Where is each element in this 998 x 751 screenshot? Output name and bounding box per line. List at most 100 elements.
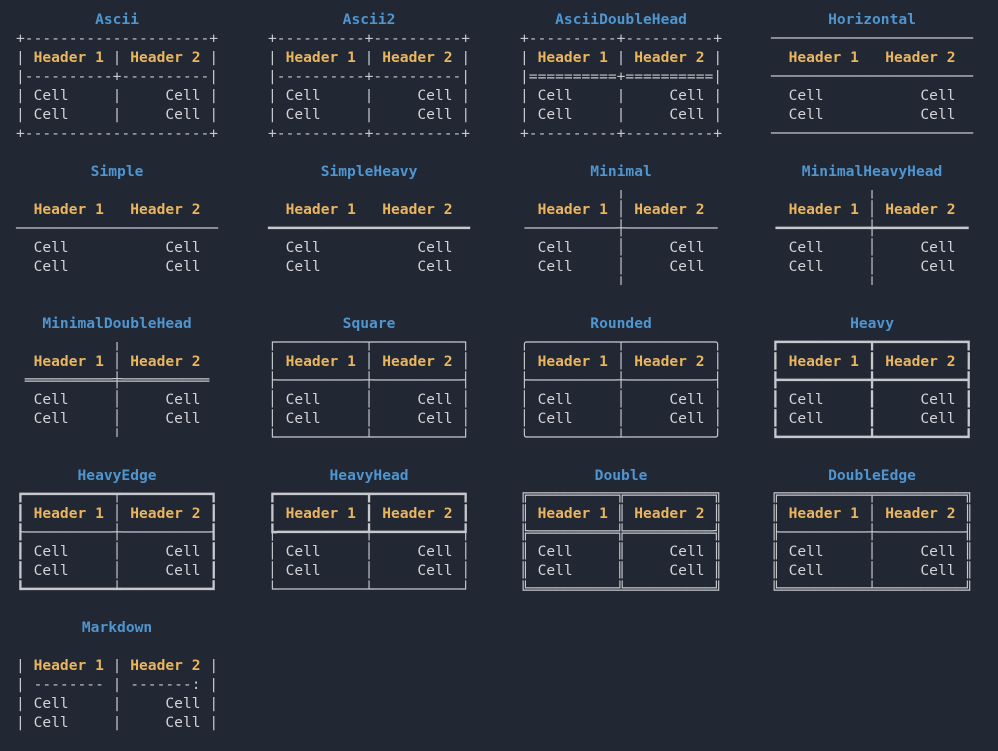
- header-row: | Header 1 | Header 2 |: [16, 657, 219, 674]
- top-border: ┌──────────┬──────────┐: [268, 334, 471, 351]
- header-row: ║ Header 1 ║ Header 2 ║: [520, 505, 723, 522]
- header-divider: ┣━━━━━━━━━━╋━━━━━━━━━━┫: [771, 372, 974, 389]
- cell-row: Cell │ Cell: [788, 239, 956, 256]
- cell-row: Cell Cell: [788, 106, 956, 123]
- header-row: Header 1 Header 2: [788, 49, 956, 66]
- cell-row: Cell Cell: [285, 239, 453, 256]
- top-border: ╔══════════╤══════════╗: [771, 486, 974, 503]
- header-divider: ╟──────────┼──────────╢: [771, 524, 974, 541]
- bottom-border: [268, 276, 470, 295]
- cell-row: ┃ Cell ┃ Cell ┃: [771, 391, 974, 408]
- table-asciidoublehead: AsciiDoubleHead +----------+----------+ | …: [520, 10, 722, 143]
- top-border: +----------+----------+: [268, 30, 471, 47]
- header-divider: ══════════╪══════════: [16, 372, 219, 389]
- header-row: | Header 1 | Header 2 |: [268, 49, 471, 66]
- cell-row: | Cell | Cell |: [16, 714, 219, 731]
- cell-row: │ Cell │ Cell │: [268, 391, 471, 408]
- cell-row: ┃ Cell │ Cell ┃: [16, 562, 219, 579]
- table-ascii2: Ascii2 +----------+----------+ | Header 1 …: [268, 10, 470, 143]
- header-row: Header 1 │ Header 2: [788, 201, 956, 218]
- bottom-border: ╰──────────┴──────────╯: [520, 429, 723, 446]
- cell-row: │ Cell │ Cell │: [268, 562, 471, 579]
- table-title: HeavyEdge: [77, 467, 157, 484]
- header-divider: ╺━━━━━━━━━━┿━━━━━━━━━━╸: [771, 220, 974, 237]
- top-border: ╭──────────┬──────────╮: [520, 334, 723, 351]
- header-row: │ Header 1 │ Header 2 │: [268, 353, 471, 370]
- header-divider: ───────────────────────: [771, 68, 974, 85]
- bottom-border: ╚══════════╧══════════╝: [771, 581, 974, 598]
- header-row: | Header 1 | Header 2 |: [16, 49, 219, 66]
- top-border: ┏━━━━━━━━━━┯━━━━━━━━━━┓: [16, 486, 219, 503]
- bottom-border: +---------------------+: [16, 125, 219, 142]
- header-divider: |==========+==========|: [520, 68, 723, 85]
- table-title: MinimalHeavyHead: [801, 163, 943, 180]
- bottom-border: ───────────────────────: [771, 125, 974, 142]
- top-border: ───────────────────────: [771, 30, 974, 47]
- table-title: Minimal: [590, 163, 652, 180]
- top-border: ┏━━━━━━━━━━┳━━━━━━━━━━┓: [771, 334, 974, 351]
- bottom-border: └──────────┴──────────┘: [268, 581, 471, 598]
- cell-row: ┃ Cell │ Cell ┃: [16, 543, 219, 560]
- cell-row: Cell │ Cell: [788, 258, 956, 275]
- header-row: Header 1 │ Header 2: [537, 201, 705, 218]
- table-title: SimpleHeavy: [320, 163, 418, 180]
- bottom-border: ╚══════════╩══════════╝: [520, 581, 723, 598]
- cell-row: | Cell | Cell |: [520, 106, 723, 123]
- bottom-border: ╵: [771, 277, 974, 294]
- table-title: Ascii: [95, 11, 139, 28]
- table-ascii: Ascii +---------------------+ | Header 1 |…: [16, 10, 218, 143]
- table-minimaldoublehead: MinimalDoubleHead ╷ Header 1 │ Header 2 …: [16, 314, 218, 447]
- bottom-border: [16, 732, 218, 751]
- cell-row: ║ Cell │ Cell ║: [771, 543, 974, 560]
- table-rounded: Rounded ╭──────────┬──────────╮ │ Header 1…: [520, 314, 722, 447]
- top-border: ╷: [16, 334, 219, 351]
- cell-row: | Cell | Cell |: [268, 87, 471, 104]
- table-double: Double ╔══════════╦══════════╗ ║ Header 1 …: [520, 466, 722, 599]
- cell-row: Cell │ Cell: [537, 258, 705, 275]
- top-border: [268, 181, 470, 200]
- header-row: ┃ Header 1 ┃ Header 2 ┃: [268, 505, 471, 522]
- table-heavyhead: HeavyHead ┏━━━━━━━━━━┳━━━━━━━━━━┓ ┃ Header…: [268, 466, 470, 599]
- header-row: │ Header 1 │ Header 2 │: [520, 353, 723, 370]
- table-title: HeavyHead: [329, 467, 409, 484]
- bottom-border: ╵: [16, 429, 219, 446]
- bottom-border: ┗━━━━━━━━━━┷━━━━━━━━━━┛: [16, 581, 219, 598]
- header-divider: | -------- | -------: |: [16, 676, 219, 693]
- header-divider: ├──────────┼──────────┤: [520, 372, 723, 389]
- table-title: Heavy: [850, 315, 894, 332]
- header-divider: ───────────────────────: [16, 220, 219, 237]
- table-minimalheavyhead: MinimalHeavyHead ╷ Header 1 │ Header 2 ╺…: [771, 162, 973, 295]
- table-title: DoubleEdge: [828, 467, 916, 484]
- table-heavy: Heavy ┏━━━━━━━━━━┳━━━━━━━━━━┓ ┃ Header 1 ┃…: [771, 314, 973, 447]
- cell-row: ┃ Cell ┃ Cell ┃: [771, 410, 974, 427]
- table-title: AsciiDoubleHead: [555, 11, 687, 28]
- header-divider: ╶──────────┼──────────╴: [520, 220, 723, 237]
- header-divider: ╠══════════╬══════════╣: [520, 524, 723, 541]
- top-border: ╷: [771, 182, 974, 199]
- top-border: ╷: [520, 182, 723, 199]
- table-title: Simple: [90, 163, 144, 180]
- header-row: Header 1 Header 2: [33, 201, 201, 218]
- top-border: [16, 181, 218, 200]
- table-title: Markdown: [81, 619, 153, 636]
- table-doubleedge: DoubleEdge ╔══════════╤══════════╗ ║ Heade…: [771, 466, 973, 599]
- top-border: +----------+----------+: [520, 30, 723, 47]
- table-title: Square: [342, 315, 396, 332]
- table-markdown: Markdown | Header 1 | Header 2 | | ------…: [16, 618, 218, 751]
- header-row: ┃ Header 1 ┃ Header 2 ┃: [771, 353, 974, 370]
- cell-row: Cell Cell: [285, 258, 453, 275]
- header-row: ║ Header 1 │ Header 2 ║: [771, 505, 974, 522]
- cell-row: Cell │ Cell: [33, 391, 201, 408]
- top-border: [16, 637, 218, 656]
- header-row: Header 1 │ Header 2: [33, 353, 201, 370]
- table-title: MinimalDoubleHead: [42, 315, 192, 332]
- top-border: ┏━━━━━━━━━━┳━━━━━━━━━━┓: [268, 486, 471, 503]
- top-border: +---------------------+: [16, 30, 219, 47]
- cell-row: ║ Cell ║ Cell ║: [520, 562, 723, 579]
- cell-row: | Cell | Cell |: [16, 106, 219, 123]
- table-square: Square ┌──────────┬──────────┐ │ Header 1 …: [268, 314, 470, 447]
- cell-row: | Cell | Cell |: [16, 87, 219, 104]
- table-title: Ascii2: [342, 11, 396, 28]
- table-title: Horizontal: [828, 11, 916, 28]
